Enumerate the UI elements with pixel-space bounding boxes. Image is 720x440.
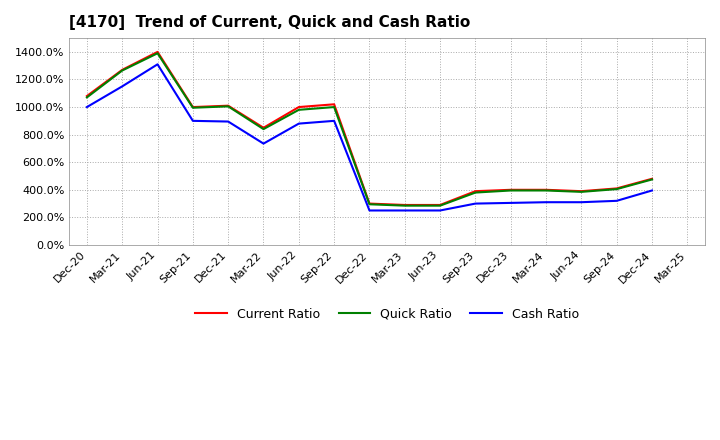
Line: Quick Ratio: Quick Ratio bbox=[87, 53, 652, 205]
Quick Ratio bbox=[259, 126, 268, 132]
Cash Ratio bbox=[436, 208, 444, 213]
Cash Ratio bbox=[83, 104, 91, 110]
Current Ratio bbox=[541, 187, 550, 192]
Current Ratio bbox=[153, 49, 162, 55]
Cash Ratio bbox=[330, 118, 338, 124]
Current Ratio bbox=[471, 188, 480, 194]
Quick Ratio bbox=[365, 202, 374, 207]
Current Ratio bbox=[577, 188, 585, 194]
Cash Ratio bbox=[118, 84, 127, 89]
Line: Current Ratio: Current Ratio bbox=[87, 52, 652, 205]
Quick Ratio bbox=[577, 189, 585, 194]
Cash Ratio bbox=[577, 200, 585, 205]
Quick Ratio bbox=[436, 203, 444, 208]
Cash Ratio bbox=[648, 188, 657, 193]
Cash Ratio bbox=[506, 200, 515, 205]
Cash Ratio bbox=[189, 118, 197, 124]
Current Ratio bbox=[189, 104, 197, 110]
Current Ratio bbox=[613, 186, 621, 191]
Cash Ratio bbox=[541, 200, 550, 205]
Current Ratio bbox=[259, 125, 268, 130]
Current Ratio bbox=[648, 176, 657, 181]
Current Ratio bbox=[224, 103, 233, 108]
Text: [4170]  Trend of Current, Quick and Cash Ratio: [4170] Trend of Current, Quick and Cash … bbox=[69, 15, 470, 30]
Quick Ratio bbox=[330, 104, 338, 110]
Quick Ratio bbox=[224, 104, 233, 109]
Quick Ratio bbox=[506, 188, 515, 193]
Quick Ratio bbox=[541, 188, 550, 193]
Cash Ratio bbox=[224, 119, 233, 124]
Quick Ratio bbox=[294, 107, 303, 113]
Cash Ratio bbox=[613, 198, 621, 203]
Quick Ratio bbox=[83, 95, 91, 100]
Quick Ratio bbox=[153, 51, 162, 56]
Cash Ratio bbox=[471, 201, 480, 206]
Legend: Current Ratio, Quick Ratio, Cash Ratio: Current Ratio, Quick Ratio, Cash Ratio bbox=[191, 303, 584, 326]
Cash Ratio bbox=[153, 62, 162, 67]
Cash Ratio bbox=[400, 208, 409, 213]
Current Ratio bbox=[506, 187, 515, 192]
Quick Ratio bbox=[400, 203, 409, 208]
Quick Ratio bbox=[471, 190, 480, 195]
Current Ratio bbox=[294, 104, 303, 110]
Current Ratio bbox=[436, 202, 444, 208]
Quick Ratio bbox=[189, 105, 197, 110]
Quick Ratio bbox=[613, 187, 621, 192]
Quick Ratio bbox=[118, 68, 127, 73]
Line: Cash Ratio: Cash Ratio bbox=[87, 64, 652, 210]
Current Ratio bbox=[330, 102, 338, 107]
Cash Ratio bbox=[259, 141, 268, 146]
Current Ratio bbox=[400, 202, 409, 208]
Current Ratio bbox=[365, 201, 374, 206]
Cash Ratio bbox=[294, 121, 303, 126]
Quick Ratio bbox=[648, 177, 657, 182]
Current Ratio bbox=[83, 93, 91, 99]
Current Ratio bbox=[118, 67, 127, 73]
Cash Ratio bbox=[365, 208, 374, 213]
